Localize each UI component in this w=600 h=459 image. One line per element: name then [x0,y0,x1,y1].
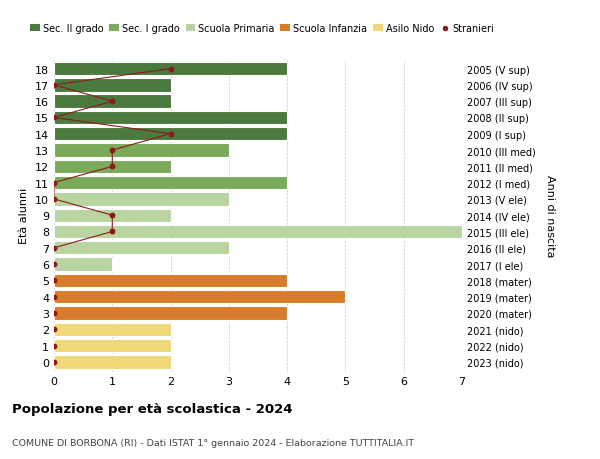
Y-axis label: Anni di nascita: Anni di nascita [545,174,555,257]
Point [49,82,59,90]
Bar [54,339,170,353]
Bar [54,241,229,255]
Y-axis label: Età alunni: Età alunni [19,188,29,244]
Point [49,179,59,187]
Bar [54,193,229,206]
Point [49,309,59,317]
Bar [54,274,287,287]
Point [107,212,117,219]
Bar [54,95,170,109]
Point [49,293,59,301]
Point [49,261,59,268]
Bar [54,209,170,223]
Point [166,66,175,73]
Point [166,131,175,138]
Point [49,326,59,333]
Point [49,245,59,252]
Bar [54,63,287,76]
Bar [54,323,170,336]
Legend: Sec. II grado, Sec. I grado, Scuola Primaria, Scuola Infanzia, Asilo Nido, Stran: Sec. II grado, Sec. I grado, Scuola Prim… [31,24,494,34]
Point [49,342,59,349]
Point [49,358,59,366]
Text: Popolazione per età scolastica - 2024: Popolazione per età scolastica - 2024 [12,403,293,415]
Bar [54,225,462,239]
Bar [54,258,112,271]
Bar [54,79,170,92]
Bar [54,112,287,125]
Text: COMUNE DI BORBONA (RI) - Dati ISTAT 1° gennaio 2024 - Elaborazione TUTTITALIA.IT: COMUNE DI BORBONA (RI) - Dati ISTAT 1° g… [12,438,414,448]
Point [49,277,59,285]
Point [49,196,59,203]
Bar [54,177,287,190]
Point [107,163,117,171]
Bar [54,144,229,157]
Point [107,98,117,106]
Point [107,147,117,154]
Bar [54,355,170,369]
Point [49,114,59,122]
Bar [54,291,346,304]
Bar [54,160,170,174]
Bar [54,128,287,141]
Point [107,228,117,235]
Bar [54,307,287,320]
